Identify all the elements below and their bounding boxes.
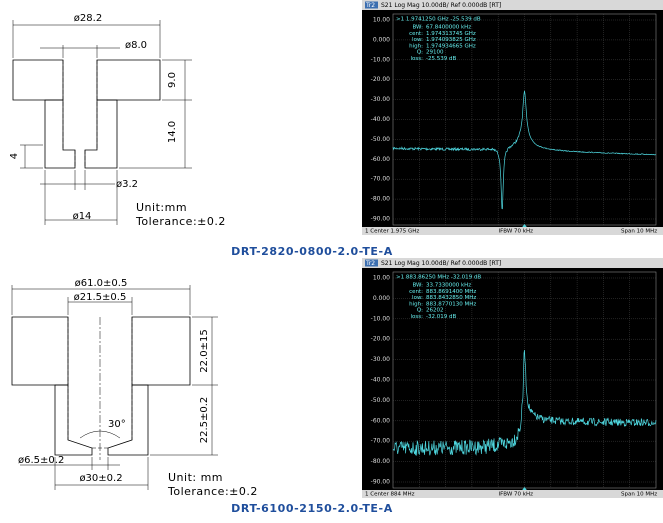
- dimension: 4: [9, 153, 20, 159]
- drawing-2: ø61.0±0.5 ø21.5±0.5 22.0±15 22.5±0.2 30°…: [11, 278, 258, 498]
- readout-value: 1.974093825 GHz: [426, 37, 476, 43]
- header-text: S21 Log Mag 10.00dB/ Ref 0.000dB [RT]: [381, 2, 501, 9]
- unit-note: Unit: mm: [168, 471, 223, 484]
- y-tick-label: -50.00: [371, 136, 391, 143]
- dimension: 22.5±0.2: [199, 397, 210, 444]
- readout-key: BW:: [412, 283, 423, 289]
- y-tick-label: -60.00: [371, 156, 391, 163]
- readout-key: loss:: [411, 314, 424, 320]
- footer-text: 1 Center 1.975 GHz: [365, 229, 419, 235]
- readout-key: cent:: [409, 289, 423, 295]
- analyzer-screen: Tr2 S21 Log Mag 10.00dB/ Ref 0.000dB [RT]…: [362, 258, 663, 498]
- y-tick-label: -80.00: [371, 458, 391, 465]
- trace: [392, 350, 657, 456]
- drawing-1: ø28.2 ø8.0 9.0 14.0 4 ø3.2 ø14 Unit:mm T…: [9, 13, 226, 228]
- marker-readout: >1 1.9741250 GHz -25.539 dB: [396, 17, 481, 23]
- footer-text: IFBW 70 kHz: [499, 492, 534, 498]
- analyzer-screen: Tr2 S21 Log Mag 10.00dB/ Ref 0.000dB [RT]…: [362, 0, 663, 235]
- readout-key: high:: [409, 301, 423, 307]
- y-tick-label: 0.000: [373, 295, 390, 302]
- y-tick-label: -80.00: [371, 196, 391, 203]
- y-tick-label: -40.00: [371, 377, 391, 384]
- y-tick-label: -20.00: [371, 336, 391, 343]
- readout-value: 1.974934665 GHz: [426, 43, 476, 49]
- unit-note: Unit:mm: [136, 201, 187, 214]
- screen-background: [362, 0, 663, 235]
- header-text: S21 Log Mag 10.00dB/ Ref 0.000dB [RT]: [381, 260, 501, 267]
- dimension: ø61.0±0.5: [75, 278, 128, 289]
- readout-key: cent:: [409, 31, 423, 37]
- trace-badge: [365, 1, 378, 9]
- dimension: 22.0±15: [199, 329, 210, 372]
- y-tick-label: -90.00: [371, 479, 391, 486]
- readout-value: 67.8400000 kHz: [426, 25, 471, 31]
- y-tick-label: -10.00: [371, 315, 391, 322]
- marker-readout: >1 883.86250 MHz -32.019 dB: [396, 275, 481, 281]
- readout-value: 26202: [426, 308, 444, 314]
- readout-value: 33.7330000 kHz: [426, 283, 471, 289]
- readout-value: -25.539 dB: [426, 56, 456, 62]
- footer-bar: [362, 227, 663, 235]
- header-bar: [362, 258, 663, 268]
- footer-bar: [362, 490, 663, 498]
- y-tick-label: -30.00: [371, 356, 391, 363]
- dimension: ø28.2: [74, 13, 102, 24]
- readout-key: high:: [409, 43, 423, 49]
- caption: DRT-2820-0800-2.0-TE-A: [231, 245, 393, 258]
- readout-key: low:: [412, 295, 423, 301]
- dimension: 14.0: [167, 121, 178, 143]
- trace-badge: [365, 259, 378, 267]
- trace-label: Tr2: [365, 260, 375, 267]
- y-tick-label: -90.00: [371, 216, 391, 223]
- footer-text: IFBW 70 kHz: [499, 229, 534, 235]
- y-tick-label: -30.00: [371, 96, 391, 103]
- readout-key: Q:: [417, 308, 423, 314]
- y-tick-label: -70.00: [371, 438, 391, 445]
- footer-text: Span 10 MHz: [621, 492, 657, 498]
- header-bar: [362, 0, 663, 10]
- screen-background: [362, 258, 663, 498]
- footer-text: 1 Center 884 MHz: [365, 492, 415, 498]
- dimension: 30°: [108, 419, 126, 430]
- y-tick-label: -50.00: [371, 397, 391, 404]
- readout-key: BW:: [412, 25, 423, 31]
- readout-value: 883.8432850 MHz: [426, 295, 476, 301]
- dimension: 9.0: [167, 72, 178, 88]
- footer-text: Span 10 MHz: [621, 229, 657, 235]
- dimension: ø30±0.2: [79, 473, 122, 484]
- tolerance-note: Tolerance:±0.2: [135, 215, 226, 228]
- y-tick-label: -20.00: [371, 76, 391, 83]
- dimension: ø6.5±0.2: [18, 455, 64, 466]
- y-tick-label: 0.000: [373, 36, 390, 43]
- readout-value: 883.8770130 MHz: [426, 301, 476, 307]
- readout-key: low:: [412, 37, 423, 43]
- dimension: ø14: [73, 211, 92, 222]
- y-tick-label: -60.00: [371, 417, 391, 424]
- trace-label: Tr2: [365, 2, 375, 9]
- y-tick-label: -10.00: [371, 56, 391, 63]
- readout-value: 1.974313745 GHz: [426, 31, 476, 37]
- y-tick-label: -70.00: [371, 176, 391, 183]
- dimension: ø3.2: [116, 179, 138, 190]
- readout-value: 29100: [426, 50, 444, 56]
- y-tick-label: 10.00: [373, 275, 390, 282]
- trace: [392, 90, 657, 210]
- readout-value: -32.019 dB: [426, 314, 456, 320]
- readout-value: 883.8691400 MHz: [426, 289, 476, 295]
- dimension: ø8.0: [125, 40, 147, 51]
- tolerance-note: Tolerance:±0.2: [167, 485, 258, 498]
- readout-key: loss:: [411, 56, 424, 62]
- y-tick-label: 10.00: [373, 17, 390, 24]
- dimension: ø21.5±0.5: [74, 292, 127, 303]
- y-tick-label: -40.00: [371, 116, 391, 123]
- readout-key: Q:: [417, 50, 423, 56]
- caption: DRT-6100-2150-2.0-TE-A: [231, 502, 393, 515]
